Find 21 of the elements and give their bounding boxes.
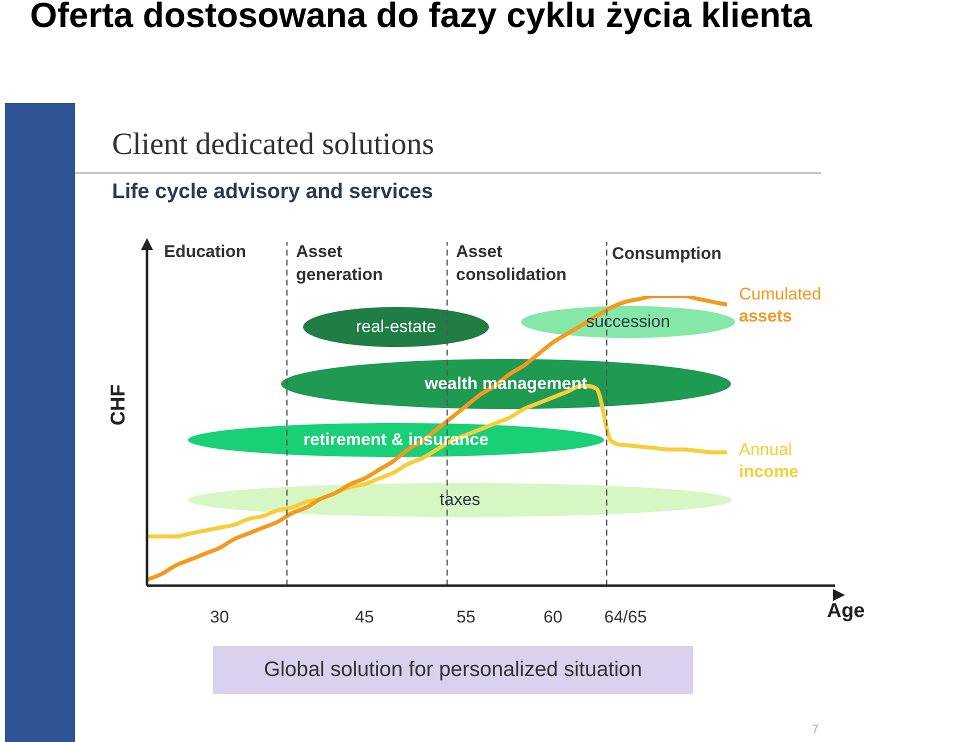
- text: 7: [812, 722, 819, 736]
- annotation: taxes: [438, 489, 482, 511]
- series-label: Cumulated assets: [739, 284, 822, 326]
- chart-title: Oferta dostosowana do fazy cyklu życia klienta: [30, 0, 812, 36]
- annotation: succession: [584, 311, 672, 333]
- text: Asset generation: [296, 241, 384, 286]
- x-tick-label: 60: [544, 607, 562, 626]
- text: Education: [164, 241, 248, 263]
- chart-subtitle: Client dedicated solutions: [112, 126, 434, 162]
- x-tick-label: 55: [456, 607, 476, 626]
- text: Asset consolidation: [456, 241, 568, 286]
- x-tick-label: 64/65: [604, 607, 647, 626]
- y-axis-title: CHF: [108, 384, 130, 426]
- text: Consumption: [612, 243, 723, 265]
- x-tick-label: 45: [355, 607, 374, 626]
- text: Global solution for personalized situation: [213, 646, 693, 694]
- x-tick-label: 30: [210, 607, 229, 626]
- x-axis-title: Age: [827, 600, 865, 622]
- series-label: Annual income: [739, 440, 799, 482]
- annotation: real-estate: [354, 316, 438, 338]
- text: Life cycle advisory and services: [112, 180, 434, 204]
